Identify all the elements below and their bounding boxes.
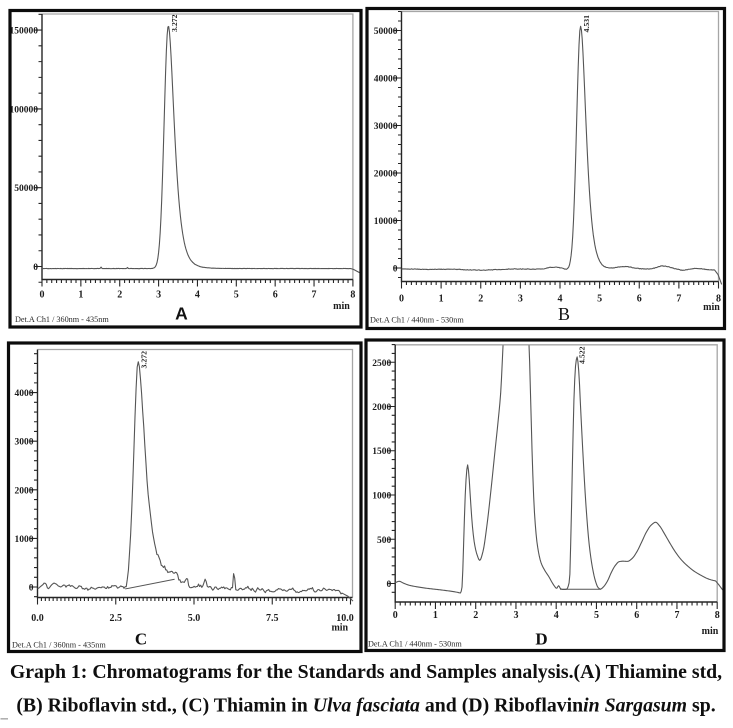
svg-text:1500: 1500 [372,447,391,457]
svg-text:4: 4 [195,290,200,301]
svg-text:40000: 40000 [374,75,398,85]
svg-text:2: 2 [117,290,122,301]
svg-text:1: 1 [439,294,444,305]
svg-text:1: 1 [78,290,83,301]
svg-text:min: min [702,626,719,637]
svg-text:10000: 10000 [374,217,398,227]
svg-text:50000: 50000 [374,27,398,37]
svg-text:100000: 100000 [10,105,39,115]
svg-text:4: 4 [554,610,559,621]
svg-text:10.0: 10.0 [336,613,354,624]
svg-text:6: 6 [637,294,642,305]
svg-text:5: 5 [234,290,239,301]
svg-text:Det.A Ch1 / 360nm - 435nm: Det.A Ch1 / 360nm - 435nm [15,315,109,324]
svg-text:30000: 30000 [374,122,398,132]
svg-text:C: C [135,630,147,649]
svg-text:D: D [535,630,547,649]
svg-text:(B) Riboflavin std., (C) Thiam: (B) Riboflavin std., (C) Thiamin in Ulva… [16,695,715,717]
svg-text:0: 0 [393,265,398,275]
svg-text:4: 4 [558,294,563,305]
svg-text:50000: 50000 [14,184,38,194]
svg-text:1000: 1000 [15,535,34,545]
svg-text:2000: 2000 [372,403,391,413]
svg-text:500: 500 [377,536,392,546]
svg-text:0: 0 [40,290,45,301]
svg-text:5: 5 [597,294,602,305]
svg-text:6: 6 [634,610,639,621]
svg-text:3.272: 3.272 [170,14,179,32]
svg-text:4.531: 4.531 [582,15,591,33]
svg-text:Det.A Ch1 / 360nm - 435nm: Det.A Ch1 / 360nm - 435nm [12,641,106,650]
svg-text:0: 0 [33,263,38,273]
svg-text:20000: 20000 [374,170,398,180]
svg-text:5.0: 5.0 [188,613,201,624]
svg-text:150000: 150000 [10,27,39,37]
svg-text:8: 8 [715,610,720,621]
svg-text:3.272: 3.272 [140,351,149,369]
svg-text:8: 8 [350,290,355,301]
svg-text:min: min [703,302,720,313]
svg-text:7: 7 [676,294,681,305]
svg-text:7: 7 [312,290,317,301]
svg-text:min: min [331,623,348,634]
svg-text:2.5: 2.5 [110,613,123,624]
svg-text:2: 2 [473,610,478,621]
svg-text:0.0: 0.0 [31,613,44,624]
svg-text:2500: 2500 [372,359,391,369]
svg-text:Det.A Ch1 / 440nm - 530nm: Det.A Ch1 / 440nm - 530nm [368,640,462,649]
svg-text:0: 0 [393,610,398,621]
svg-text:1000: 1000 [372,492,391,502]
svg-text:3: 3 [514,610,519,621]
svg-text:3000: 3000 [15,438,34,448]
svg-text:1: 1 [433,610,438,621]
svg-text:min: min [333,301,350,312]
svg-text:0: 0 [29,584,34,594]
svg-text:B: B [558,304,570,324]
svg-text:7.5: 7.5 [266,613,279,624]
svg-text:5: 5 [594,610,599,621]
svg-text:7: 7 [675,610,680,621]
svg-text:2000: 2000 [15,486,34,496]
svg-text:3: 3 [156,290,161,301]
svg-text:3: 3 [518,294,523,305]
svg-text:2: 2 [478,294,483,305]
svg-text:Det.A Ch1 / 440nm - 530nm: Det.A Ch1 / 440nm - 530nm [370,316,464,325]
svg-text:0: 0 [399,294,404,305]
svg-text:8: 8 [716,294,721,305]
svg-text:0: 0 [386,580,391,590]
svg-text:4.522: 4.522 [578,346,587,364]
svg-text:4000: 4000 [15,389,34,399]
svg-text:Graph 1: Chromatograms for the: Graph 1: Chromatograms for the Standards… [10,661,722,683]
svg-text:6: 6 [273,290,278,301]
svg-text:A: A [175,304,188,324]
